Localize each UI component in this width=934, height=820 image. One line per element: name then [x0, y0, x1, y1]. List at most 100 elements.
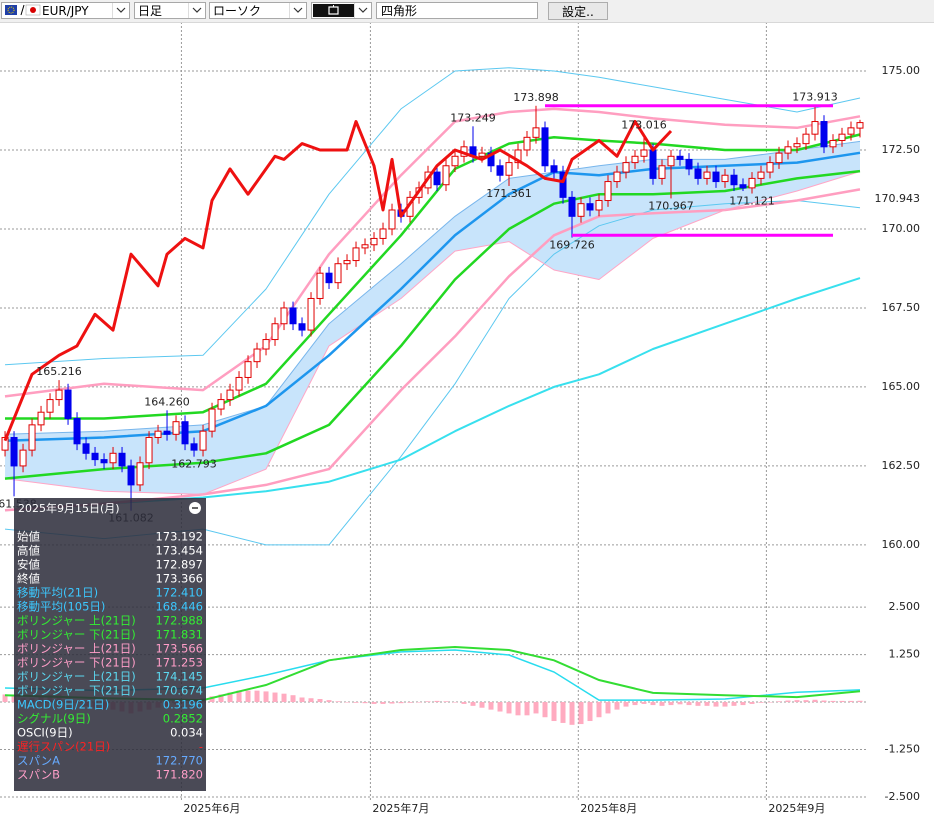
symbol-select[interactable]: EUR/JPY	[1, 2, 130, 19]
candle-body	[19, 449, 27, 467]
price-annotation: 171.121	[729, 195, 775, 208]
osci-bar	[254, 690, 260, 703]
panel-value: 171.820	[155, 768, 203, 782]
candle-body	[712, 171, 720, 183]
candle-body	[658, 165, 666, 179]
candle-body	[298, 323, 306, 331]
y-tick-label: 160.00	[882, 538, 921, 551]
x-tick-label: 2025年8月	[580, 801, 637, 815]
price-marker: 170.943	[875, 192, 921, 205]
candle-body	[568, 196, 576, 217]
panel-label: 終値	[17, 572, 40, 586]
panel-label: 高値	[17, 544, 40, 558]
osci-bar	[524, 702, 530, 716]
osci-bar	[245, 690, 251, 703]
panel-value: 170.674	[155, 684, 203, 698]
chart-style: ローソク	[213, 4, 262, 18]
candle-body	[811, 121, 819, 135]
candle-body	[145, 436, 153, 464]
osci-bar	[344, 702, 350, 703]
symbol: EUR/JPY	[42, 4, 89, 18]
panel-label: ボリンジャー 下(21日)	[17, 628, 136, 642]
osci-bar	[326, 700, 332, 703]
osci-bar	[506, 702, 512, 714]
candle-body	[640, 149, 648, 157]
candle-body	[226, 389, 234, 401]
candle-body	[64, 389, 72, 420]
indicator-line	[4, 169, 861, 480]
drawing-tool-select[interactable]	[311, 2, 372, 19]
osci-bar	[830, 700, 836, 703]
panel-label: ボリンジャー 上(21日)	[17, 670, 136, 684]
price-annotation: 173.016	[621, 119, 667, 132]
osci-bar	[497, 702, 503, 712]
osci-bar	[650, 702, 656, 706]
candle-body	[91, 452, 99, 461]
candle-body	[478, 152, 486, 157]
price-annotation: 173.913	[792, 90, 838, 103]
candle-body	[739, 184, 747, 189]
candle-body	[28, 424, 36, 451]
price-annotation: 165.216	[36, 365, 82, 378]
price-annotation: 162.793	[171, 458, 217, 471]
panel-label: スパンB	[17, 768, 60, 782]
osci-bar	[353, 702, 359, 703]
candle-body	[343, 260, 351, 265]
osci-bar	[857, 700, 863, 703]
osci-bar	[722, 702, 728, 707]
candle-body	[100, 459, 108, 464]
panel-label: ボリンジャー 上(21日)	[17, 642, 136, 656]
y-tick-label: 162.50	[882, 459, 921, 472]
period-select[interactable]: 日足	[134, 2, 206, 19]
candle-body	[154, 430, 162, 438]
panel-value: 172.770	[155, 754, 203, 768]
osci-bar	[263, 691, 269, 703]
candle-body	[550, 165, 558, 173]
osci-bar	[560, 702, 566, 723]
candle-body	[586, 203, 594, 211]
osci-bar	[686, 702, 692, 706]
candle-body	[577, 203, 585, 217]
macd-line	[4, 645, 861, 702]
indicator-line	[4, 277, 861, 512]
candle-body	[730, 174, 738, 186]
osci-bar	[587, 702, 593, 722]
osci-bar	[281, 693, 287, 703]
candle-body	[199, 430, 207, 451]
x-tick-label: 2025年7月	[372, 801, 429, 815]
osci-bar	[578, 702, 584, 725]
osci-bar	[677, 702, 683, 705]
candle-body	[361, 244, 369, 249]
osci-bar	[461, 702, 467, 704]
candle-body	[316, 272, 324, 299]
osci-bar	[605, 702, 611, 714]
candle-body	[172, 421, 180, 435]
price-annotation: 171.361	[486, 187, 532, 200]
panel-label: 移動平均(21日)	[17, 586, 98, 600]
candle-body	[352, 247, 360, 262]
osci-bar	[290, 695, 296, 703]
osci-bar	[623, 702, 629, 707]
osci-bar	[542, 702, 548, 718]
indicator-line	[4, 188, 861, 512]
candle-body	[253, 348, 261, 363]
candle-body	[271, 323, 279, 341]
osci-bar	[479, 702, 485, 708]
panel-label: 安値	[17, 558, 40, 572]
osci-bar	[389, 702, 395, 704]
osci-bar	[713, 702, 719, 707]
osci-bar	[803, 700, 809, 703]
panel-value: 0.3196	[163, 698, 203, 712]
candle-body	[496, 165, 504, 176]
osci-bar	[218, 694, 224, 703]
panel-value: 171.253	[155, 656, 203, 670]
osci-bar	[704, 702, 710, 706]
chart-style-select[interactable]: ローソク	[209, 2, 307, 19]
price-annotation: 164.260	[144, 395, 190, 408]
settings-button[interactable]: 設定..	[548, 2, 608, 20]
drawing-tool-field[interactable]: 四角形	[376, 2, 538, 19]
candle-body	[163, 430, 171, 435]
candle-body	[838, 133, 846, 141]
price-annotation: 173.898	[513, 91, 559, 104]
osci-bar	[812, 699, 818, 703]
